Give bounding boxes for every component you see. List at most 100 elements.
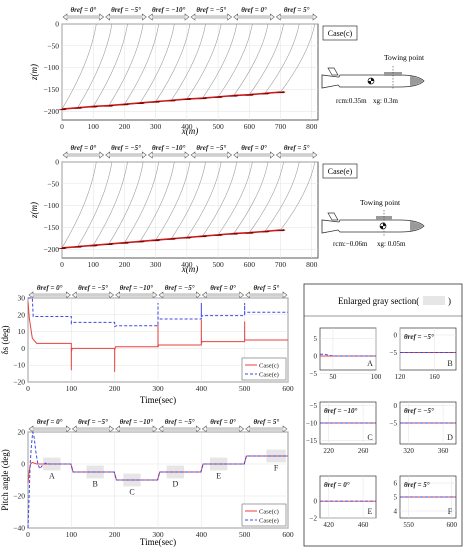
legend-label: Case(c) xyxy=(259,363,279,370)
tether-curve xyxy=(139,23,175,104)
x-tick-label: 400 xyxy=(181,260,193,269)
subplot-theta-label: θref = −5° xyxy=(404,407,434,415)
tether-curves xyxy=(61,161,316,249)
subplot-theta-label: θref = −5° xyxy=(404,333,434,341)
enlarged-subplot-b: 0 −5 120 160 θref = −5° B xyxy=(390,327,457,381)
y-tick-label: 30 xyxy=(18,294,26,303)
theta-arrow xyxy=(62,151,105,159)
x-tick-label: 300 xyxy=(150,260,162,269)
tether-curve xyxy=(155,23,191,102)
theta-arrow xyxy=(147,13,190,21)
x-tick-label: 360 xyxy=(438,447,449,455)
theta-label: θref = −5° xyxy=(165,418,195,426)
x-tick-label: 200 xyxy=(119,122,131,131)
legend-label: Case(c) xyxy=(259,509,279,516)
tether-curve xyxy=(92,23,128,107)
section-label: E xyxy=(216,471,221,480)
panel-pitch: θref = 0° θref = −5° θref = −10° θref = −5°… xyxy=(0,418,294,547)
y-tick-label: −100 xyxy=(44,63,60,72)
tether-curve xyxy=(77,161,113,247)
theta-label: θref = −10° xyxy=(152,6,186,14)
vehicle-fin xyxy=(327,67,339,76)
x-tick-label: 420 xyxy=(323,521,334,529)
tether-curve xyxy=(249,23,284,95)
enlarged-title-end: ) xyxy=(448,296,451,306)
case-label: Case(c) xyxy=(328,29,353,38)
y-tick-label: −2 xyxy=(310,515,318,523)
theta-arrow xyxy=(147,151,190,159)
vehicle-marker xyxy=(150,100,161,103)
plot-frame xyxy=(61,161,319,259)
vehicle-marker xyxy=(259,230,270,233)
x-tick-label: 300 xyxy=(152,530,164,539)
y-tick-label: 10 xyxy=(18,327,26,336)
theta-label: θref = −5° xyxy=(78,284,108,292)
theta-label: θref = 0° xyxy=(241,144,267,152)
subplot-frame xyxy=(319,327,377,371)
y-tick-label: 0 xyxy=(394,332,398,340)
theta-label: θref = −10° xyxy=(120,284,154,292)
theta-label: θref = 0° xyxy=(71,6,97,14)
theta-label: θref = 5° xyxy=(254,284,280,292)
y-tick-label: 0 xyxy=(394,402,398,410)
tether-curve xyxy=(280,161,316,231)
vehicle-marker xyxy=(166,237,177,240)
y-tick-label: 0 xyxy=(21,344,25,353)
axis-ticks: 0 100 200 300 400 500 600 700 800 0 −50 −100 −150 −20… xyxy=(44,158,318,270)
section-label: A xyxy=(49,471,55,480)
enlarged-title-swatch xyxy=(423,296,445,305)
section-label: C xyxy=(129,487,134,496)
y-tick-label: −5 xyxy=(310,402,318,410)
legend-label: Case(e) xyxy=(259,518,279,525)
theta-header-row: θref = 0° θref = −5° θref = −10° θref = −5°… xyxy=(28,418,288,433)
plot-frame xyxy=(61,23,319,121)
tether-curve xyxy=(108,23,144,106)
x-axis-label: Time(sec) xyxy=(140,395,176,405)
x-tick-label: 460 xyxy=(358,521,369,529)
x-tick-label: 320 xyxy=(403,447,414,455)
tether-curve xyxy=(92,161,128,246)
x-tick-label: 100 xyxy=(66,384,78,393)
theta-arrow xyxy=(71,291,115,299)
vehicle-marker xyxy=(135,101,146,104)
theta-label: θref = −5° xyxy=(196,6,226,14)
case-label: Case(e) xyxy=(328,167,353,176)
x-tick-label: 600 xyxy=(282,384,294,393)
tether-curve xyxy=(61,161,97,249)
x-tick-label: 550 xyxy=(403,521,414,529)
x-tick-label: 200 xyxy=(109,530,121,539)
y-tick-label: −15 xyxy=(306,437,317,445)
section-label: D xyxy=(172,479,178,488)
tether-curve xyxy=(139,161,175,242)
y-tick-label: −200 xyxy=(44,107,60,116)
vehicle-marker xyxy=(181,236,192,239)
theta-arrow xyxy=(245,425,288,433)
series-line-case-c xyxy=(27,301,288,372)
x-tick-label: 300 xyxy=(152,384,164,393)
theta-label: θref = 0° xyxy=(37,418,63,426)
tether-curve xyxy=(217,161,253,236)
theta-arrow xyxy=(275,151,318,159)
subplot-letter: D xyxy=(447,433,453,442)
subplot-letter: F xyxy=(448,507,453,516)
section-label: B xyxy=(92,479,97,488)
enlarged-subplot-f: 6 5 4 550 600 θref = 5° F xyxy=(394,475,457,529)
theta-arrow xyxy=(275,13,318,21)
theta-header-row: θref = 0° θref = −5° θref = −10° θref = −5°… xyxy=(62,144,318,159)
x-axis-label: Time(sec) xyxy=(140,537,176,547)
enlarged-subplot-c: −5 −10 −15 220 260 θref = −10° C xyxy=(306,401,377,455)
vehicle-marker xyxy=(166,99,177,102)
towing-point-box xyxy=(376,216,392,220)
vehicle-marker xyxy=(88,105,99,108)
y-tick-label: 4 xyxy=(394,508,398,516)
x-tick-label: 220 xyxy=(323,447,334,455)
theta-label: θref = −5° xyxy=(78,418,108,426)
x-tick-label: 400 xyxy=(196,384,208,393)
theta-label: θref = 0° xyxy=(37,284,63,292)
y-tick-label: 0 xyxy=(55,158,59,167)
subplot-letter: A xyxy=(367,359,373,368)
theta-arrow xyxy=(62,13,105,21)
